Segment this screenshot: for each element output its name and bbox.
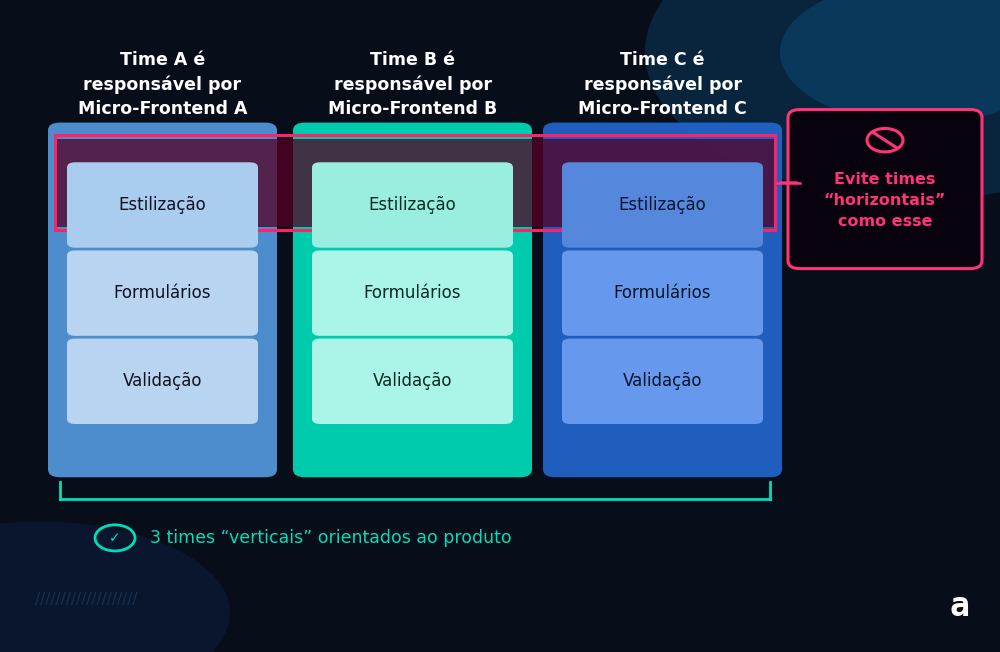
Text: Validação: Validação xyxy=(373,372,452,391)
Text: Formulários: Formulários xyxy=(614,284,711,302)
Text: Estilização: Estilização xyxy=(619,196,706,214)
Text: a: a xyxy=(950,590,970,623)
FancyBboxPatch shape xyxy=(67,162,258,248)
Ellipse shape xyxy=(780,0,1000,124)
FancyBboxPatch shape xyxy=(67,338,258,424)
FancyBboxPatch shape xyxy=(293,123,532,477)
Text: ////////////////////: //////////////////// xyxy=(35,592,138,608)
Bar xyxy=(55,136,775,230)
Text: ✓: ✓ xyxy=(109,531,121,545)
Ellipse shape xyxy=(0,522,230,652)
FancyBboxPatch shape xyxy=(788,110,982,269)
FancyBboxPatch shape xyxy=(543,123,782,477)
Text: 3 times “verticais” orientados ao produto: 3 times “verticais” orientados ao produt… xyxy=(150,529,512,547)
FancyBboxPatch shape xyxy=(48,123,277,477)
Text: Formulários: Formulários xyxy=(114,284,211,302)
FancyBboxPatch shape xyxy=(312,250,513,336)
FancyBboxPatch shape xyxy=(562,338,763,424)
FancyBboxPatch shape xyxy=(312,162,513,248)
FancyBboxPatch shape xyxy=(312,338,513,424)
FancyBboxPatch shape xyxy=(562,250,763,336)
Text: Evite times
“horizontais”
como esse: Evite times “horizontais” como esse xyxy=(824,172,946,229)
Text: Estilização: Estilização xyxy=(369,196,456,214)
Text: Time A é
responsável por
Micro-Frontend A: Time A é responsável por Micro-Frontend … xyxy=(78,51,247,119)
Text: Validação: Validação xyxy=(623,372,702,391)
Text: Time B é
responsável por
Micro-Frontend B: Time B é responsável por Micro-Frontend … xyxy=(328,51,497,119)
Bar xyxy=(55,138,775,226)
Ellipse shape xyxy=(645,0,1000,199)
FancyBboxPatch shape xyxy=(67,250,258,336)
Text: Time C é
responsável por
Micro-Frontend C: Time C é responsável por Micro-Frontend … xyxy=(578,51,747,119)
Text: Formulários: Formulários xyxy=(364,284,461,302)
Text: Estilização: Estilização xyxy=(119,196,206,214)
FancyBboxPatch shape xyxy=(562,162,763,248)
Text: Validação: Validação xyxy=(123,372,202,391)
